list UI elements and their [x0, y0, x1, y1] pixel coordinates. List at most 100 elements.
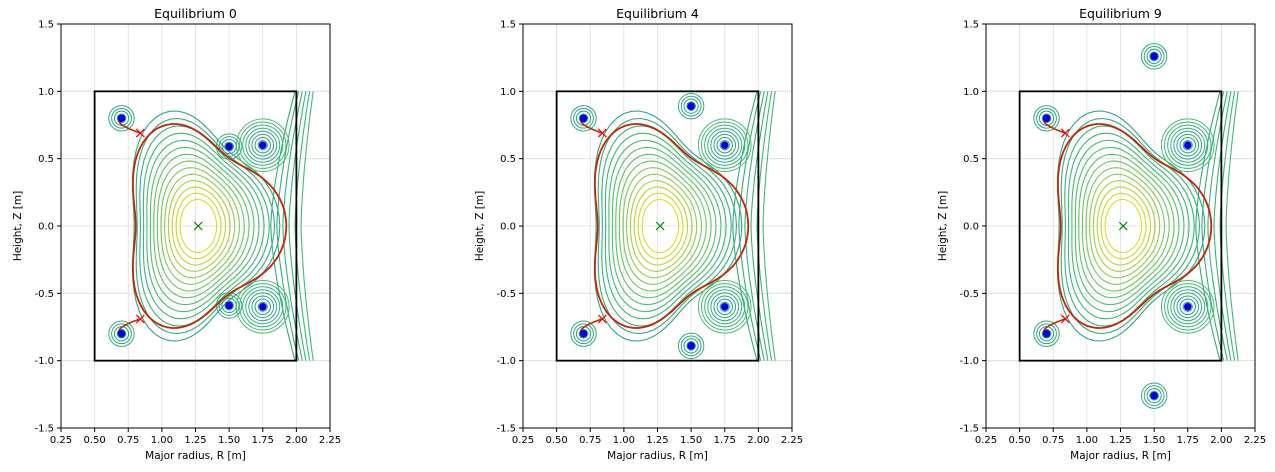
- coil-field-loop: [235, 118, 290, 172]
- coil-field-loop: [570, 105, 597, 132]
- x-tick-label: 0.25: [512, 435, 534, 446]
- flux-contour: [149, 146, 255, 306]
- coil-field-loop: [257, 140, 268, 151]
- coil-field-loop: [573, 323, 594, 345]
- flux-contour: [1071, 139, 1185, 313]
- coil-marker: [1183, 141, 1192, 149]
- x-tick-label: 0.25: [975, 435, 997, 446]
- flux-contour: [179, 198, 218, 254]
- coil-field-loop: [701, 121, 749, 169]
- x-tick-label: 0.25: [50, 435, 72, 446]
- open-field-line: [294, 91, 311, 361]
- flux-contour: [601, 125, 732, 327]
- y-tick-label: 1.5: [963, 20, 979, 31]
- flux-contour: [156, 160, 245, 292]
- flux-contours: [570, 91, 776, 361]
- flux-contour: [160, 167, 241, 285]
- coil-field-loop: [224, 300, 234, 311]
- coil-field-loop: [680, 95, 702, 117]
- open-field-line: [1207, 91, 1228, 361]
- flux-contour: [629, 180, 693, 272]
- x-point-marker: [1060, 314, 1070, 324]
- coil-marker: [1042, 329, 1051, 338]
- x-tick-label: 2.00: [1210, 435, 1232, 446]
- y-tick-label: 1.5: [38, 20, 54, 31]
- flux-contour: [175, 192, 222, 260]
- coil-marker: [1183, 303, 1192, 311]
- coil-marker: [1150, 52, 1158, 61]
- coil-field-loop: [1179, 298, 1196, 315]
- chart-panel-0: 0.25 0.50 0.75 1.00 1.25 1.50 1.75 2.00 2.25 1.5 1…: [12, 6, 341, 462]
- coil-field-loop: [697, 118, 752, 172]
- x-tick-label: 0.75: [579, 435, 601, 446]
- open-field-line: [288, 91, 307, 361]
- x-tick-label: 1.25: [646, 435, 668, 446]
- coil-field-loop: [1041, 328, 1052, 339]
- x-tick-label: 2.00: [285, 435, 307, 446]
- coil-marker: [225, 301, 233, 310]
- coil-field-loop: [683, 98, 699, 114]
- coil-field-loop: [713, 295, 737, 319]
- x-tick-label: 1.50: [218, 435, 240, 446]
- coil-field-loop: [1182, 301, 1193, 312]
- panel-title: Equilibrium 0: [154, 6, 237, 21]
- x-tick-label: 1.00: [151, 435, 173, 446]
- coil-field-loop: [235, 280, 290, 334]
- coil-field-loop: [251, 295, 275, 319]
- coil-field-loop: [1146, 388, 1162, 404]
- coil-field-loop: [1033, 320, 1060, 347]
- coil-field-loop: [1176, 133, 1200, 157]
- coil-field-loop: [1143, 385, 1165, 407]
- flux-contour: [1096, 186, 1152, 266]
- y-tick-label: 1.0: [500, 87, 516, 98]
- separatrix: [593, 123, 750, 329]
- coil-field-loop: [578, 328, 589, 339]
- y-tick-label: -1.5: [496, 424, 516, 435]
- coil-field-loop: [716, 137, 733, 154]
- x-tick-label: 1.00: [1076, 435, 1098, 446]
- x-tick-label: 1.25: [184, 435, 206, 446]
- open-field-line: [1213, 91, 1232, 361]
- x-tick-label: 1.00: [613, 435, 635, 446]
- coil-marker: [687, 102, 695, 110]
- coil-field-loop: [242, 286, 284, 328]
- wall-boundary: [555, 90, 760, 362]
- y-tick-label: 1.5: [500, 20, 516, 31]
- coil-field-loop: [710, 130, 740, 160]
- coil-marker: [720, 303, 729, 311]
- flux-contour: [171, 186, 227, 266]
- coil-field-loop: [1149, 390, 1159, 401]
- x-tick-label: 1.50: [1143, 435, 1165, 446]
- coil-field-loop: [218, 136, 240, 157]
- flux-contour: [597, 117, 738, 335]
- chart-panel-1: 0.25 0.50 0.75 1.00 1.25 1.50 1.75 2.00 2.25 1.5 1…: [474, 6, 803, 462]
- panel-title: Equilibrium 9: [1079, 6, 1162, 21]
- y-axis-label: Height, Z [m]: [474, 191, 486, 261]
- coil-field-loop: [704, 286, 746, 328]
- coil-field-loop: [1176, 295, 1200, 319]
- coil-field-loop: [1173, 292, 1203, 322]
- flux-contour: [608, 139, 722, 313]
- flux-contour: [1104, 198, 1143, 254]
- coil-marker: [720, 141, 729, 149]
- y-tick-label: -0.5: [496, 289, 516, 300]
- coil-field-loop: [697, 280, 752, 334]
- coil-field-loop: [1160, 118, 1215, 172]
- flux-contour: [1056, 110, 1206, 342]
- coil-field-loop: [108, 320, 135, 347]
- magnetic-axis-marker: [193, 221, 203, 231]
- coil-field-loop: [116, 328, 127, 339]
- flux-contour: [622, 167, 703, 285]
- flux-contour: [637, 192, 684, 260]
- y-tick-label: -0.5: [34, 289, 54, 300]
- coil-field-loop: [1041, 113, 1052, 124]
- coil-field-loop: [1164, 283, 1212, 331]
- wall-boundary: [93, 90, 298, 362]
- coil-field-loop: [686, 101, 696, 111]
- x-point-marker: [597, 314, 607, 324]
- x-tick-label: 2.25: [1244, 435, 1266, 446]
- y-tick-label: 0.0: [500, 222, 516, 233]
- open-field-line: [1219, 91, 1236, 361]
- open-field-line: [762, 91, 776, 361]
- open-field-line: [750, 91, 769, 361]
